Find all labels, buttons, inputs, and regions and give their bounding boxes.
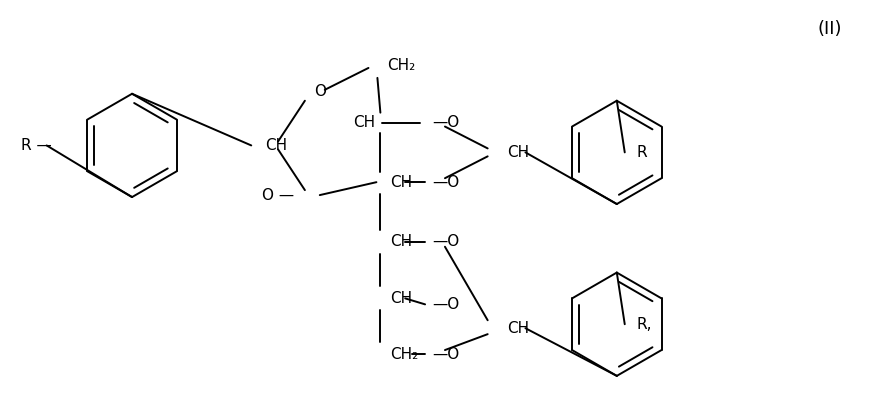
- Text: CH: CH: [265, 138, 287, 153]
- Text: —O: —O: [432, 175, 459, 190]
- Text: R —: R —: [21, 138, 52, 153]
- Text: CH: CH: [391, 291, 413, 306]
- Text: O —: O —: [262, 188, 294, 203]
- Text: —O: —O: [432, 234, 459, 249]
- Text: CH₂: CH₂: [387, 58, 415, 73]
- Text: R,: R,: [637, 317, 652, 332]
- Text: CH: CH: [507, 145, 530, 160]
- Text: CH₂: CH₂: [391, 347, 419, 362]
- Text: CH: CH: [391, 234, 413, 249]
- Text: —O: —O: [432, 347, 459, 362]
- Text: —O: —O: [432, 115, 459, 130]
- Text: (II): (II): [818, 20, 843, 38]
- Text: —O: —O: [432, 297, 459, 312]
- Text: R: R: [637, 145, 647, 160]
- Text: O: O: [314, 84, 326, 99]
- Text: CH: CH: [391, 175, 413, 190]
- Text: CH: CH: [507, 321, 530, 336]
- Text: CH: CH: [353, 115, 376, 130]
